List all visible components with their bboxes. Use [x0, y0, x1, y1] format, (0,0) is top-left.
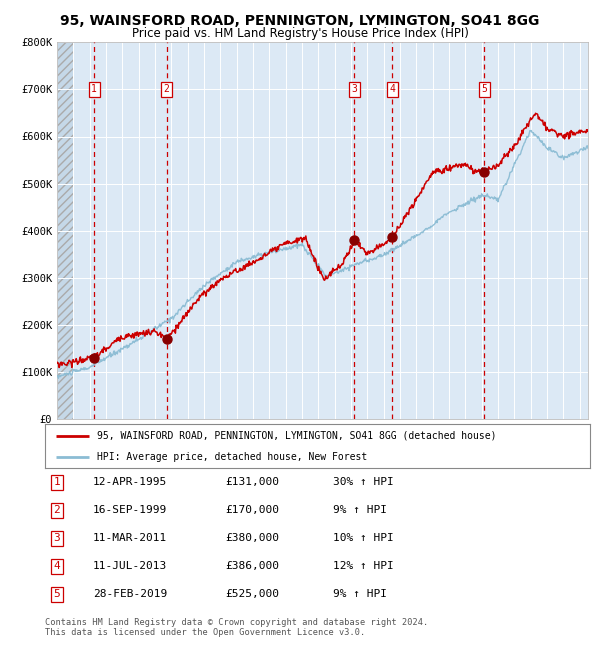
Text: 95, WAINSFORD ROAD, PENNINGTON, LYMINGTON, SO41 8GG: 95, WAINSFORD ROAD, PENNINGTON, LYMINGTO…	[61, 14, 539, 29]
Text: 2: 2	[164, 84, 170, 94]
Text: Contains HM Land Registry data © Crown copyright and database right 2024.
This d: Contains HM Land Registry data © Crown c…	[45, 618, 428, 637]
Text: 4: 4	[53, 561, 61, 571]
Text: 12-APR-1995: 12-APR-1995	[93, 477, 167, 488]
Text: 9% ↑ HPI: 9% ↑ HPI	[333, 505, 387, 515]
Text: 10% ↑ HPI: 10% ↑ HPI	[333, 533, 394, 543]
Text: £386,000: £386,000	[225, 561, 279, 571]
Text: 12% ↑ HPI: 12% ↑ HPI	[333, 561, 394, 571]
Text: £170,000: £170,000	[225, 505, 279, 515]
Text: £380,000: £380,000	[225, 533, 279, 543]
Text: 1: 1	[91, 84, 97, 94]
Text: 5: 5	[481, 84, 487, 94]
Bar	[57, 42, 73, 419]
Text: 95, WAINSFORD ROAD, PENNINGTON, LYMINGTON, SO41 8GG (detached house): 95, WAINSFORD ROAD, PENNINGTON, LYMINGTO…	[97, 431, 496, 441]
Text: 4: 4	[389, 84, 395, 94]
Text: 16-SEP-1999: 16-SEP-1999	[93, 505, 167, 515]
Text: 28-FEB-2019: 28-FEB-2019	[93, 589, 167, 599]
Text: 3: 3	[351, 84, 357, 94]
Text: 9% ↑ HPI: 9% ↑ HPI	[333, 589, 387, 599]
Text: HPI: Average price, detached house, New Forest: HPI: Average price, detached house, New …	[97, 452, 367, 462]
Text: 1: 1	[53, 477, 61, 488]
Text: 11-MAR-2011: 11-MAR-2011	[93, 533, 167, 543]
Text: £525,000: £525,000	[225, 589, 279, 599]
Text: £131,000: £131,000	[225, 477, 279, 488]
Text: 3: 3	[53, 533, 61, 543]
Text: 2: 2	[53, 505, 61, 515]
Text: 30% ↑ HPI: 30% ↑ HPI	[333, 477, 394, 488]
Text: 11-JUL-2013: 11-JUL-2013	[93, 561, 167, 571]
Text: Price paid vs. HM Land Registry's House Price Index (HPI): Price paid vs. HM Land Registry's House …	[131, 27, 469, 40]
Text: 5: 5	[53, 589, 61, 599]
